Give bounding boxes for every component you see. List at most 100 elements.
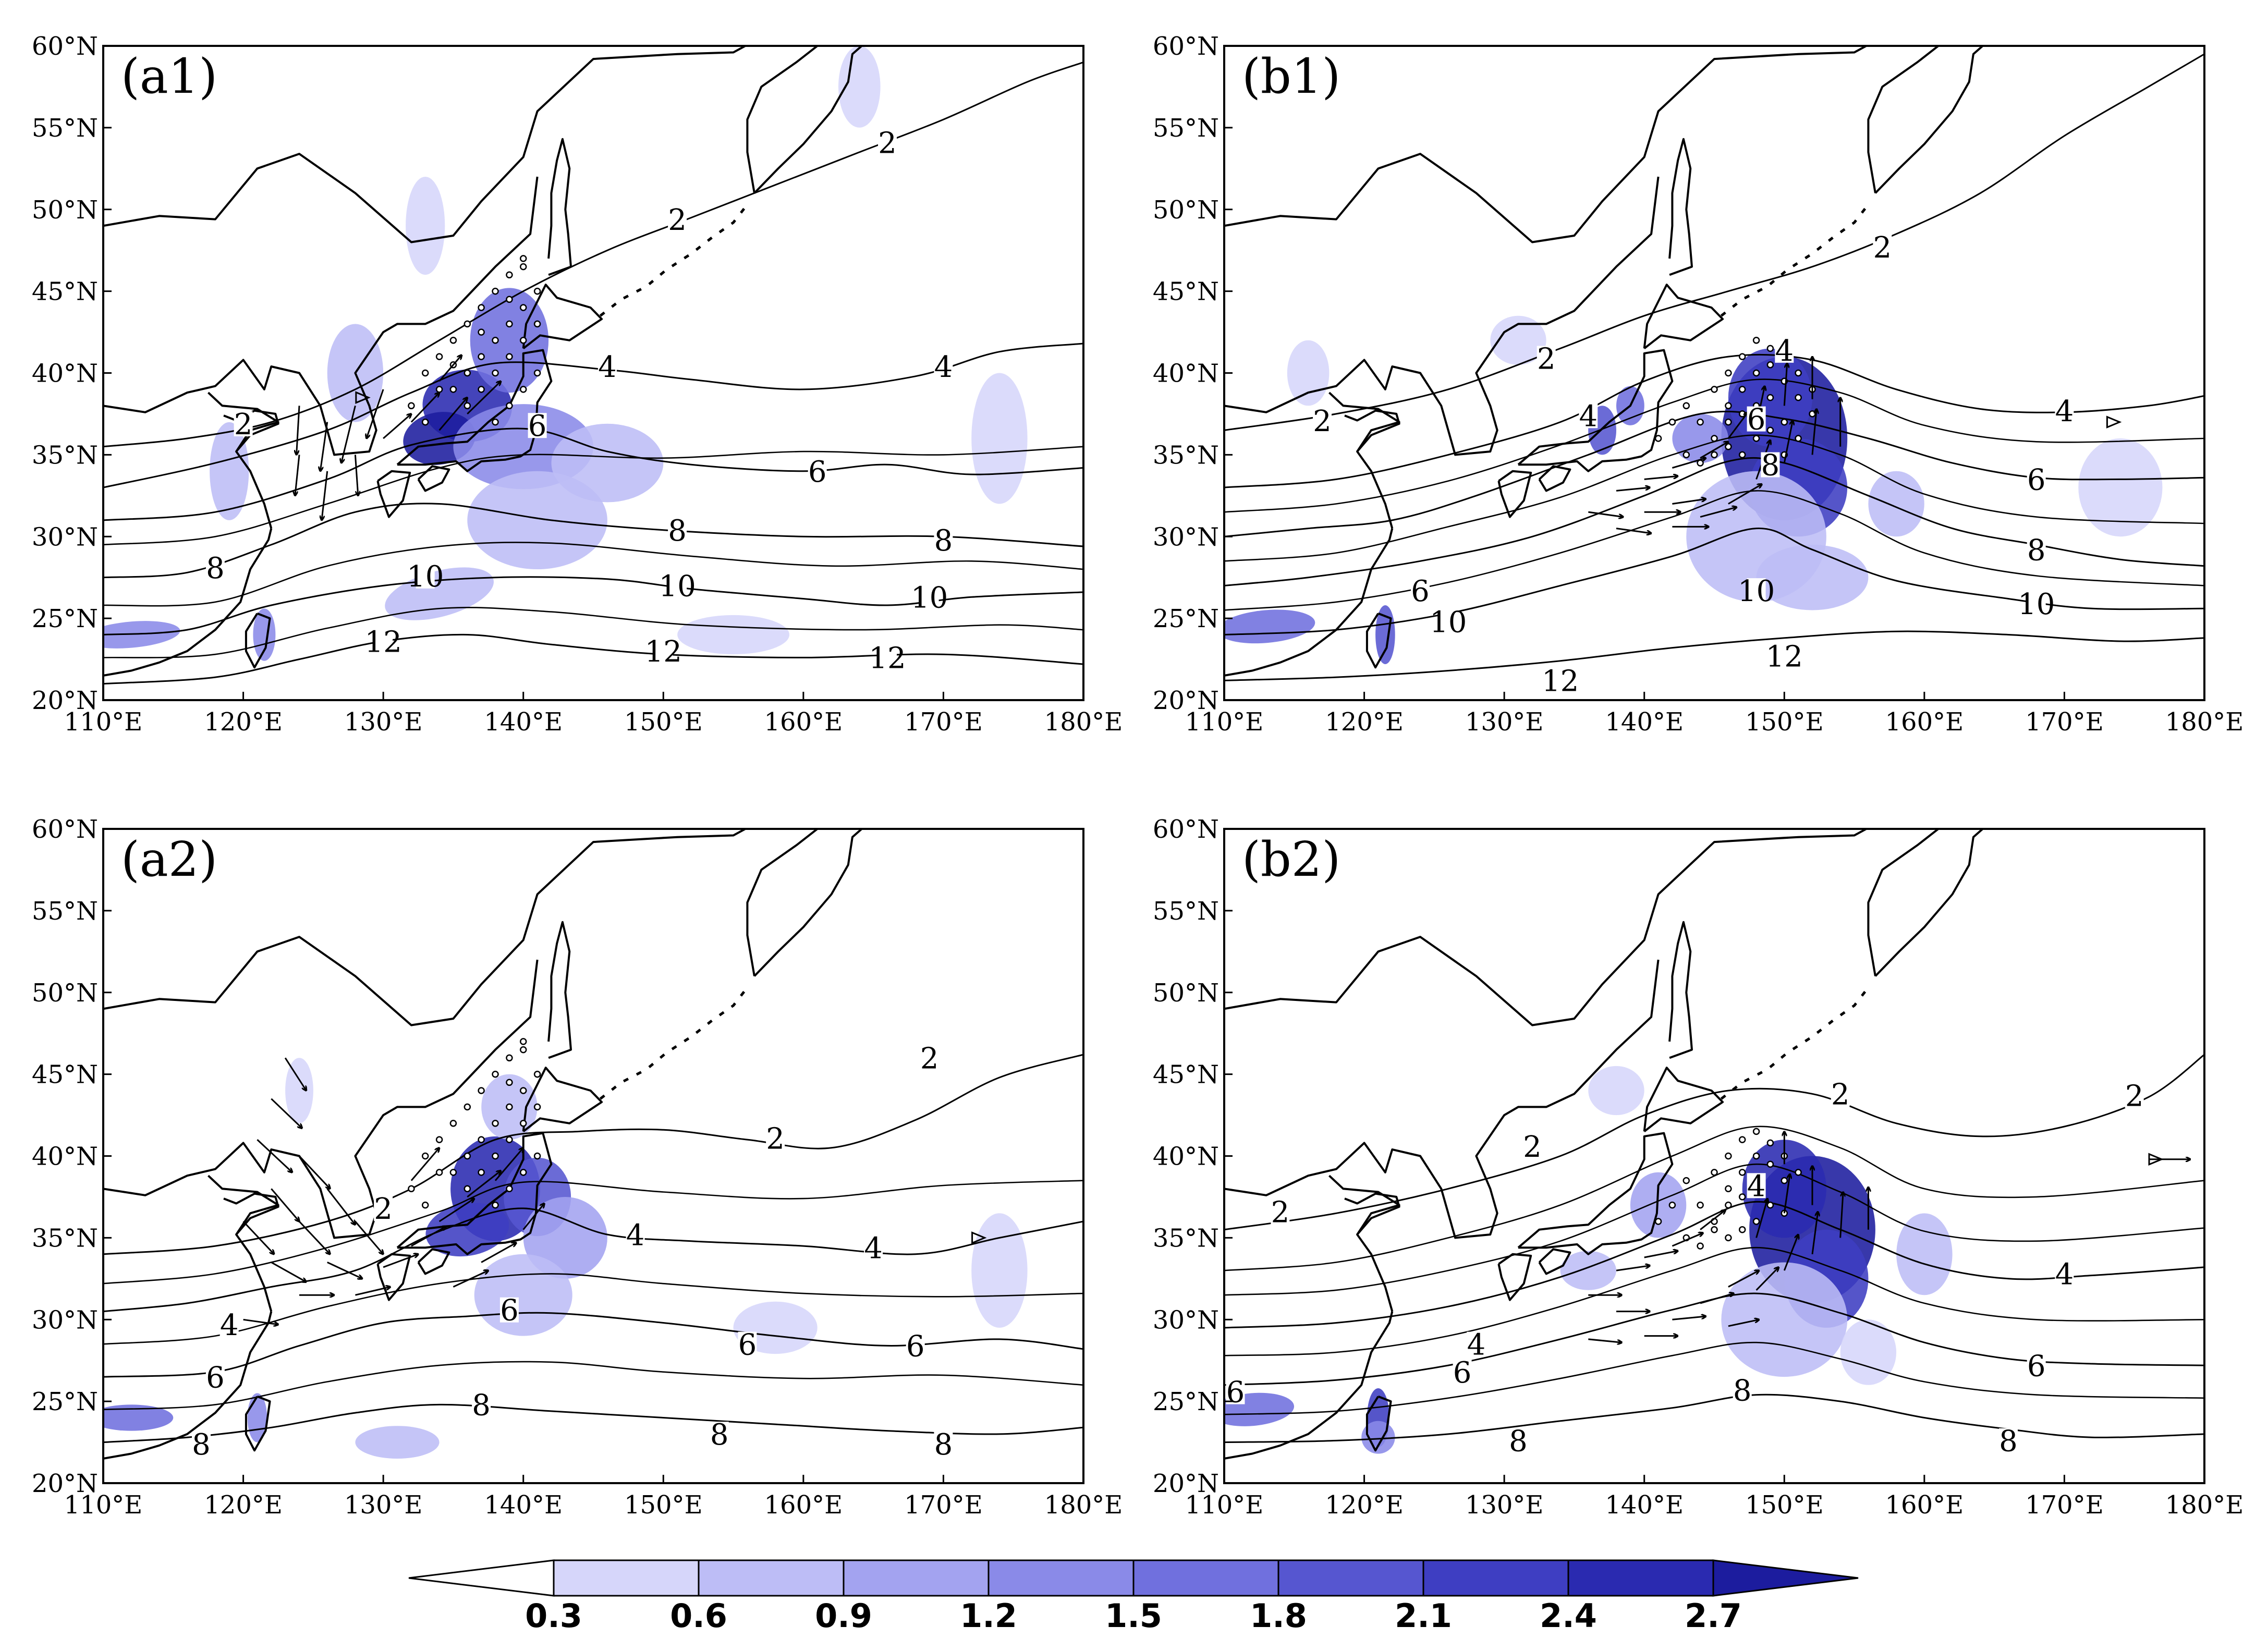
significance-dot — [506, 1054, 513, 1062]
contour-value-label: 6 — [206, 1361, 225, 1395]
coastline-taiwan — [245, 1395, 271, 1452]
wind-vector — [298, 1155, 330, 1189]
x-tick-label: 120°E — [204, 707, 283, 737]
x-tick-label: 150°E — [1745, 707, 1824, 737]
coastline-taiwan — [1365, 1395, 1392, 1452]
wind-vector — [1588, 511, 1623, 517]
significance-dot — [464, 1152, 471, 1160]
x-tick-label: 110°E — [64, 707, 143, 737]
significance-dot — [492, 1070, 499, 1078]
shading-cell — [355, 1426, 440, 1459]
significance-dot — [1725, 1234, 1732, 1242]
contour-value-label: 2 — [1523, 1130, 1542, 1164]
significance-dot — [506, 271, 513, 279]
significance-dot — [492, 1152, 499, 1160]
significance-dot — [464, 320, 471, 328]
contour-value-label: 10 — [407, 560, 444, 594]
contour-value-label: 8 — [1761, 449, 1780, 483]
y-tick-label: 35°N — [1153, 1224, 1219, 1253]
coastline-shandong — [1344, 1192, 1400, 1236]
shading-cell — [677, 615, 789, 655]
contour-value-label: 6 — [1411, 574, 1430, 608]
significance-dot — [492, 369, 499, 377]
significance-dot — [1668, 418, 1676, 426]
contour-line — [103, 1207, 1083, 1313]
x-tick-label: 160°E — [764, 1490, 843, 1520]
contour-value-label: 2 — [2125, 1080, 2144, 1114]
significance-dot — [1738, 353, 1746, 360]
significance-dot — [533, 320, 541, 328]
y-tick-label: 20°N — [32, 1469, 98, 1498]
contour-label-mask — [1873, 235, 1892, 260]
contour-label-mask — [906, 1333, 925, 1359]
shading-cell — [1287, 340, 1330, 406]
y-tick-label: 30°N — [32, 522, 98, 552]
panel-a2-vectors — [242, 1057, 987, 1324]
colorbar-tick-label: 0.9 — [815, 1597, 872, 1635]
wind-vector — [1588, 1338, 1621, 1342]
colorbar: 0.3 0.6 0.9 1.2 1.5 1.8 2.1 2.4 2.7 — [408, 1559, 1859, 1635]
panel-b2-axes: 110°E 120°E 130°E 140°E 150°E 160°E 170°E 180°E… — [1153, 815, 2243, 1520]
contour-value-label: 8 — [206, 552, 225, 585]
wind-vector — [1672, 499, 1706, 505]
coastline-kuriles — [599, 986, 749, 1100]
contour-value-label: 2 — [766, 1122, 785, 1156]
coastline-kyushu — [376, 1253, 411, 1301]
x-tick-label: 110°E — [1185, 1490, 1264, 1520]
wind-vector — [1672, 1233, 1703, 1247]
colorbar-tick-label: 2.7 — [1685, 1597, 1742, 1635]
significance-dot — [1725, 1185, 1732, 1193]
coastline-korea_coast — [1224, 959, 1660, 1239]
contour-value-label: 2 — [1271, 1195, 1290, 1229]
contour-label-mask — [1411, 578, 1430, 604]
wind-vector — [1672, 1316, 1706, 1320]
contour-label-mask — [654, 639, 673, 664]
y-tick-label: 45°N — [1153, 1060, 1219, 1090]
contour-line — [1224, 1126, 2204, 1271]
contour-label-mask — [1761, 452, 1780, 478]
coastline-kamchatka — [746, 829, 863, 977]
contour-value-label: 4 — [864, 1232, 883, 1266]
colorbar-extend-low — [408, 1559, 555, 1597]
panel-b2-label: (b2) — [1242, 831, 1340, 887]
significance-dot — [435, 1136, 443, 1143]
significance-dot — [435, 386, 443, 393]
significance-dot — [519, 1046, 527, 1054]
y-tick-label: 45°N — [32, 277, 98, 307]
contour-value-label: 12 — [1542, 665, 1579, 699]
panel-b2-vectors — [1588, 1131, 2190, 1342]
significance-dot — [1738, 386, 1746, 393]
significance-dot — [1781, 1177, 1788, 1184]
panel-a2-frame — [102, 828, 1084, 1484]
wind-vector — [1839, 1192, 1843, 1238]
wind-vector — [1644, 476, 1678, 480]
significance-dot — [1738, 1226, 1746, 1233]
coastline-china_se — [103, 528, 273, 677]
y-tick-label: 35°N — [32, 441, 98, 470]
significance-dot — [449, 1169, 457, 1176]
significance-dot — [449, 337, 457, 344]
significance-dot — [533, 1152, 541, 1160]
contour-label-mask — [668, 573, 687, 598]
colorbar-tick-label: 0.3 — [525, 1597, 582, 1635]
significance-dot — [1725, 1201, 1732, 1209]
contour-value-label: 12 — [869, 642, 906, 676]
panel-b1-frame — [1223, 45, 2205, 701]
x-tick-label: 150°E — [624, 707, 703, 737]
coastline-mainland — [1224, 829, 1869, 1026]
map-marker-icon — [2106, 415, 2122, 429]
contour-value-label: 4 — [2055, 395, 2074, 429]
wind-vector — [1672, 458, 1706, 469]
contour-label-mask — [205, 1364, 225, 1390]
significance-dot — [492, 1201, 499, 1209]
wind-vector — [1783, 421, 1793, 463]
significance-dot — [1682, 451, 1690, 459]
significance-dot — [519, 1087, 527, 1094]
colorbar-segment — [1132, 1559, 1279, 1597]
contour-label-mask — [934, 527, 953, 553]
x-tick-label: 130°E — [1465, 1490, 1544, 1520]
contour-value-label: 2 — [1873, 231, 1892, 265]
wind-vector — [481, 1243, 516, 1263]
